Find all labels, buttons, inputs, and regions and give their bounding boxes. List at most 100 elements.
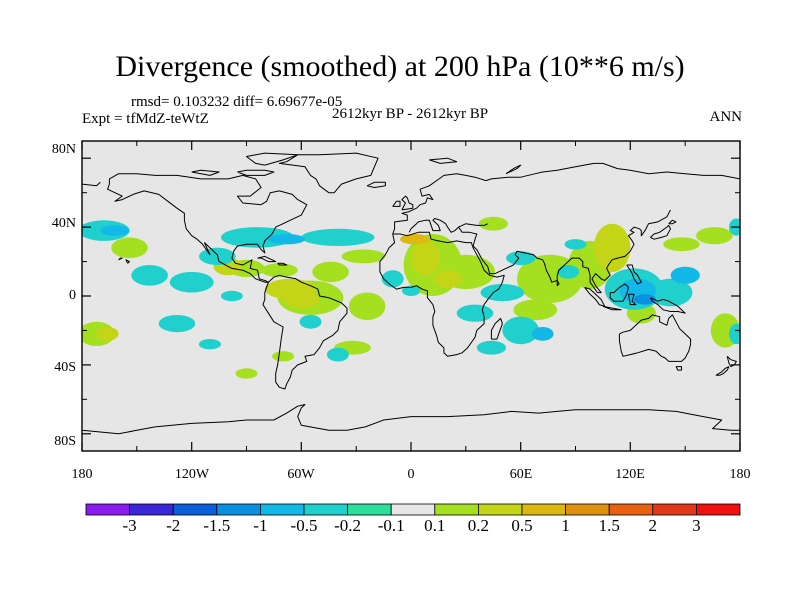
y-tick-label: 80S (54, 434, 76, 449)
negative-anomaly-region (169, 271, 214, 293)
colorbar-swatch (85, 503, 130, 516)
coastline (618, 314, 692, 362)
coastlines (82, 152, 740, 435)
negative-anomaly-region (158, 315, 196, 333)
coastline (650, 224, 671, 240)
negative-anomaly-region (401, 285, 421, 296)
coastline (458, 209, 671, 294)
colorbar-swatch (347, 503, 392, 516)
negative-anomaly-region (476, 340, 506, 355)
season-text: ANN (709, 109, 743, 125)
negative-anomaly-region (670, 266, 700, 284)
colorbar-swatch (608, 503, 654, 516)
colorbar (85, 503, 741, 516)
coastline (246, 152, 299, 166)
coastline (366, 181, 386, 188)
negative-anomaly-region (100, 225, 130, 236)
negative-anomaly-region (506, 251, 536, 265)
plot-title: Divergence (smoothed) at 200 hPa (10**6 … (115, 50, 685, 83)
positive-anomaly-region (400, 234, 430, 245)
positive-anomaly-region (593, 223, 631, 272)
positive-anomaly-region (261, 263, 298, 278)
colorbar-label: -1 (253, 516, 268, 535)
negative-anomaly-region (564, 239, 587, 250)
coastline (602, 305, 622, 311)
negative-anomaly-region (381, 270, 404, 288)
negative-anomaly-region (456, 304, 494, 322)
coastline (278, 152, 379, 194)
x-tick-label: 180 (71, 467, 93, 482)
coastline (82, 181, 101, 187)
experiment-text: Expt = tfMdZ-teWtZ (82, 111, 209, 127)
coastline (379, 231, 505, 357)
colorbar-label: 3 (692, 516, 701, 535)
positive-anomaly-region (433, 270, 463, 288)
positive-anomaly-region (411, 240, 441, 276)
coastline (118, 257, 123, 261)
negative-anomaly-region (301, 228, 375, 246)
negative-anomaly-region (729, 323, 740, 345)
coastline (408, 218, 459, 233)
negative-anomaly-region (634, 294, 656, 305)
negative-anomaly-region (531, 327, 554, 341)
colorbar-swatch (521, 503, 566, 516)
colorbar-swatch (477, 503, 523, 516)
divergence-field (82, 216, 740, 379)
y-tick-label: 40N (51, 216, 76, 231)
coastline (82, 404, 740, 435)
negative-anomaly-region (220, 290, 243, 302)
y-tick-label: 40S (54, 360, 76, 375)
negative-anomaly-region (502, 316, 539, 345)
coastline (675, 366, 682, 371)
negative-anomaly-region (268, 234, 306, 245)
positive-anomaly-region (341, 249, 386, 264)
positive-anomaly-region (312, 261, 349, 283)
positive-anomaly-region (96, 327, 119, 341)
coastline (556, 280, 560, 287)
coastline (584, 286, 606, 307)
colorbar-label: -3 (122, 516, 137, 535)
colorbar-label: -0.1 (377, 516, 405, 535)
coastline (392, 162, 740, 235)
coastline (257, 255, 277, 263)
colorbar-label: 1 (561, 516, 570, 535)
coastline (628, 293, 637, 306)
axis-ticks (81, 141, 741, 451)
positive-anomaly-region (663, 237, 700, 252)
coastline (429, 157, 458, 164)
coastline (107, 173, 308, 283)
colorbar-label: -0.5 (290, 516, 318, 535)
colorbar-label: -1.5 (203, 516, 231, 535)
negative-anomaly-region (198, 339, 221, 350)
coastline (505, 164, 522, 175)
y-tick-label: 80N (51, 142, 76, 157)
x-tick-label: 120E (615, 467, 645, 482)
coastline (649, 297, 686, 314)
coastline (191, 169, 220, 176)
x-tick-label: 60E (509, 467, 533, 482)
colorbar-label: 0.1 (424, 516, 446, 535)
coastline (715, 366, 730, 376)
coastline (668, 219, 677, 225)
coastline (125, 259, 130, 264)
coastline (490, 317, 503, 340)
colorbar-swatch (303, 503, 348, 516)
positive-anomaly-region (478, 216, 508, 231)
x-tick-label: 0 (407, 467, 415, 482)
colorbar-swatch (129, 503, 174, 516)
colorbar-swatch (652, 503, 697, 516)
period-text: 2612kyr BP - 2612kyr BP (331, 106, 489, 122)
negative-anomaly-region (131, 265, 168, 286)
colorbar-label: 1.5 (598, 516, 620, 535)
positive-anomaly-region (696, 227, 733, 245)
colorbar-label: 0.5 (511, 516, 533, 535)
coastline (392, 200, 401, 207)
colorbar-label: 2 (648, 516, 658, 535)
coastline (277, 262, 288, 266)
colorbar-swatch (259, 503, 305, 516)
colorbar-swatch (565, 503, 610, 516)
stats-text: rmsd= 0.103232 diff= 6.69677e-05 (131, 94, 343, 110)
negative-anomaly-region (326, 347, 349, 362)
colorbar-swatch (696, 503, 741, 516)
colorbar-label: 0.2 (467, 516, 490, 535)
